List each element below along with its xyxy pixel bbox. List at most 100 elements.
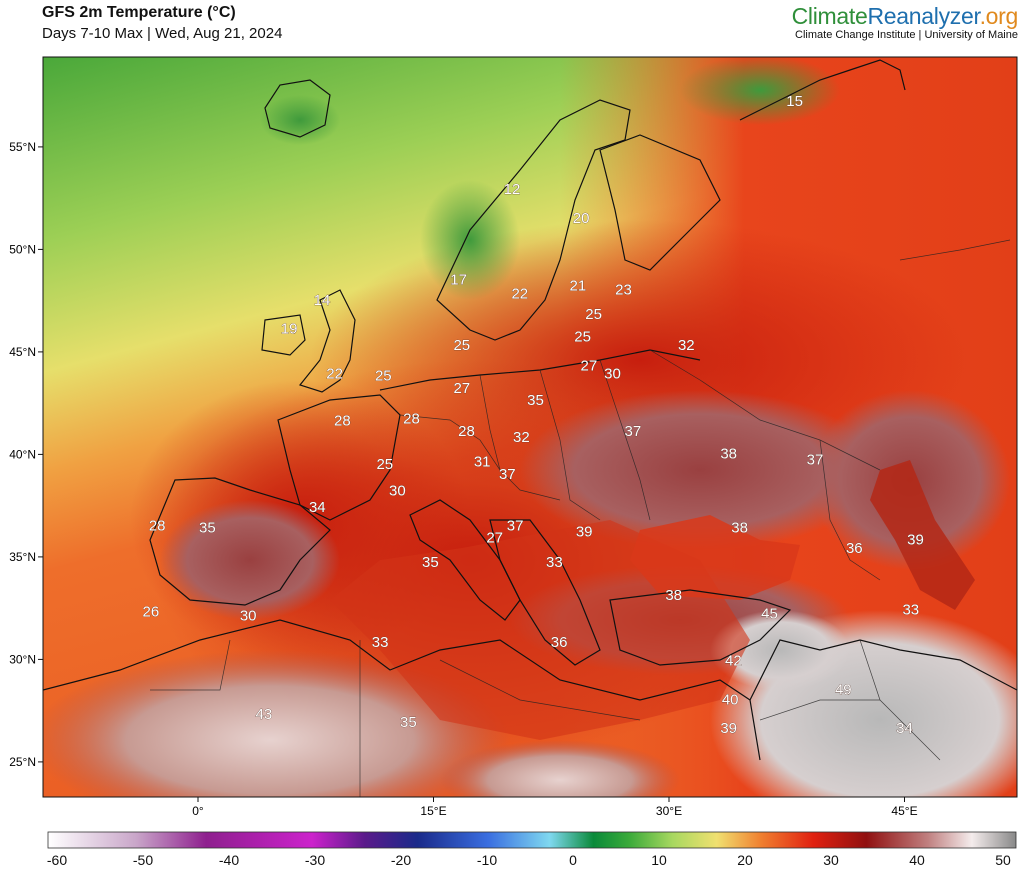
latitude-label: 30°N — [9, 652, 36, 666]
temperature-label: 36 — [551, 634, 568, 651]
italy-outline — [409, 499, 521, 621]
hot-iberia-interior — [160, 500, 340, 620]
map-area[interactable]: 13 15 12 20 17 22 21 23 25 14 19 25 25 32 22 25 27 30 27 35… — [0, 55, 1024, 830]
temperature-label: 35 — [400, 714, 417, 731]
country-borders — [150, 239, 1011, 797]
colorbar-tick-label: 0 — [569, 852, 577, 868]
colorbar-tick-label: 20 — [737, 852, 753, 868]
colorbar-tick-label: -30 — [304, 852, 326, 868]
temperature-label: 22 — [326, 366, 343, 383]
temperature-label: 33 — [372, 634, 389, 651]
temperature-label: 13 — [0, 134, 2, 151]
temperature-label: 15 — [786, 93, 803, 110]
map-subtitle: Days 7-10 Max | Wed, Aug 21, 2024 — [42, 25, 283, 42]
balkans-outline — [489, 519, 601, 666]
brand-name-reanalyzer: Reanalyzer — [867, 3, 980, 29]
temperature-label: 38 — [665, 587, 682, 604]
latitude-label: 35°N — [9, 550, 36, 564]
colorbar-tick-label: 10 — [651, 852, 667, 868]
colorbar — [47, 831, 1017, 849]
temperature-label: 37 — [625, 423, 642, 440]
temperature-label: 38 — [731, 519, 748, 536]
libya-desert-heat — [440, 740, 680, 797]
longitude-axis: 0° 15°E 30°E 45°E — [192, 797, 918, 818]
latitude-axis: 55°N 50°N 45°N 40°N 35°N 30°N 25°N — [9, 140, 43, 769]
caspian-sea — [870, 460, 975, 610]
temperature-label: 37 — [499, 466, 516, 483]
longitude-label: 15°E — [420, 804, 446, 818]
latitude-label: 40°N — [9, 447, 36, 461]
map-title: GFS 2m Temperature (°C) — [42, 4, 236, 21]
border-line-4 — [599, 359, 651, 521]
iberia-outline — [149, 477, 331, 606]
brand-name-org: .org — [979, 3, 1019, 29]
temperature-label: 42 — [725, 653, 742, 670]
temperature-label: 27 — [581, 357, 598, 374]
longitude-label: 45°E — [891, 804, 917, 818]
kola-cool — [680, 57, 840, 125]
temperature-label: 12 — [504, 181, 521, 198]
border-line-12 — [759, 699, 880, 721]
russia-north-coast — [739, 59, 906, 121]
temperature-label: 31 — [474, 454, 491, 471]
temperature-label: 28 — [458, 423, 475, 440]
temperature-label: 30 — [389, 482, 406, 499]
colorbar-tick-label: 50 — [995, 852, 1011, 868]
temperature-label: 39 — [907, 532, 924, 549]
border-line-5 — [649, 349, 881, 471]
colorbar-tick-label: -60 — [46, 852, 68, 868]
border-line-10 — [439, 659, 641, 721]
brand-name: ClimateReanalyzer.org — [791, 3, 1019, 30]
temperature-label: 17 — [450, 271, 467, 288]
temperature-label: 38 — [720, 446, 737, 463]
temperature-label: 33 — [902, 601, 919, 618]
temperature-labels: 13 15 12 20 17 22 21 23 25 14 19 25 25 32 22 25 27 30 27 35… — [0, 93, 924, 738]
syria-heat — [710, 610, 850, 690]
france-outline — [277, 394, 401, 521]
border-line-8 — [150, 639, 231, 691]
temperature-label: 22 — [511, 286, 528, 303]
temperature-label: 34 — [896, 720, 913, 737]
temperature-label: 35 — [199, 519, 216, 536]
temperature-label: 45 — [761, 605, 778, 622]
temperature-label: 14 — [314, 292, 331, 309]
temperature-label: 37 — [807, 452, 824, 469]
longitude-label: 30°E — [656, 804, 682, 818]
temperature-label: 25 — [453, 337, 470, 354]
border-line-6 — [819, 439, 881, 581]
north-africa-coast — [43, 619, 761, 761]
border-line-1 — [399, 414, 561, 501]
colorbar-tick-label: -40 — [218, 852, 240, 868]
temperature-label: 35 — [527, 392, 544, 409]
temperature-label: 30 — [240, 608, 257, 625]
border-line-7 — [899, 239, 1011, 261]
temperature-label: 37 — [507, 517, 524, 534]
colorbar-tick-label: 40 — [909, 852, 925, 868]
brand-name-climate: Climate — [791, 3, 868, 29]
temperature-label: 49 — [835, 681, 852, 698]
temperature-label: 32 — [513, 429, 530, 446]
turkey-outline — [609, 589, 792, 666]
latitude-label: 45°N — [9, 345, 36, 359]
great-britain-outline — [298, 289, 356, 393]
map-frame — [42, 56, 1018, 798]
colorbar-tick-label: -10 — [476, 852, 498, 868]
brand-subtitle: Climate Change Institute | University of… — [795, 29, 1018, 41]
colorbar-bar — [47, 831, 1017, 849]
colorbar-tick-label: -50 — [132, 852, 154, 868]
brand-logo[interactable]: ClimateReanalyzer.org Climate Change Ins… — [791, 3, 1019, 41]
temperature-label: 25 — [376, 456, 393, 473]
temperature-label: 43 — [256, 706, 273, 723]
temperature-label: 27 — [486, 530, 503, 547]
temperature-label: 36 — [846, 540, 863, 557]
temperature-label: 19 — [281, 321, 298, 338]
iceland-outline — [264, 79, 331, 138]
temperature-label: 28 — [334, 413, 351, 430]
iceland-cool — [260, 95, 340, 145]
longitude-label: 0° — [192, 804, 204, 818]
finland-outline — [599, 134, 721, 271]
border-line-3 — [539, 369, 601, 521]
temperature-label: 25 — [574, 329, 591, 346]
scandinavia-mountains-cool — [420, 180, 520, 300]
scandinavia-outline — [436, 99, 631, 341]
